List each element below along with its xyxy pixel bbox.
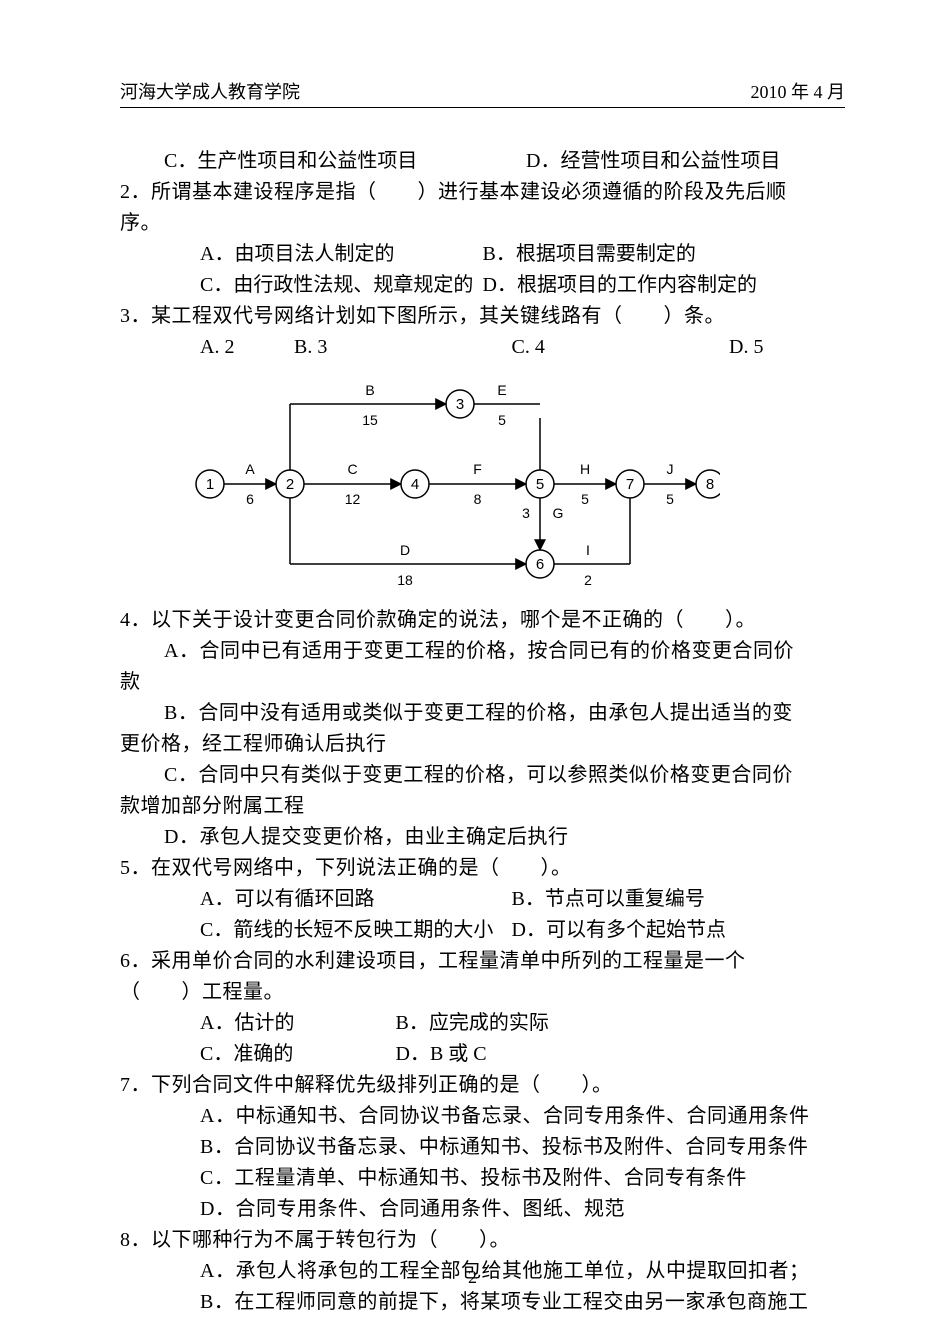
q6-opt-c: C．准确的 [120,1039,396,1070]
q6-opt-a: A．估计的 [120,1008,396,1039]
svg-text:A: A [245,461,255,477]
q2-opt-b: B．根据项目需要制定的 [483,239,696,270]
svg-text:8: 8 [706,476,714,493]
network-svg: A6C12F8H5J5G3B15E5D18I212345678 [180,369,720,599]
svg-text:5: 5 [536,476,544,493]
svg-text:H: H [580,461,590,477]
svg-text:8: 8 [474,491,482,507]
q8-opt-b: B．在工程师同意的前提下，将某项专业工程交由另一家承包商施工 [120,1287,845,1318]
page-number: 2 [0,1267,945,1288]
q6-stem-2: （ ）工程量。 [120,977,845,1008]
q1-opt-c: C．生产性项目和公益性项目 [120,146,526,177]
page: 河海大学成人教育学院 2010 年 4 月 C．生产性项目和公益性项目 D．经营… [0,0,945,1336]
q2-opt-d: D．根据项目的工作内容制定的 [483,270,757,301]
q2-stem-2: 序。 [120,208,845,239]
svg-text:7: 7 [626,476,634,493]
svg-text:E: E [497,382,506,398]
q6-opts-cd: C．准确的 D．B 或 C [120,1039,845,1070]
svg-text:15: 15 [362,412,378,428]
q4-opt-b-2: 更价格，经工程师确认后执行 [120,729,845,760]
svg-text:18: 18 [397,572,413,588]
q2-opt-c: C．由行政性法规、规章规定的 [120,270,483,301]
q2-opts-cd: C．由行政性法规、规章规定的 D．根据项目的工作内容制定的 [120,270,845,301]
svg-text:F: F [473,461,482,477]
svg-text:2: 2 [584,572,592,588]
q1-opt-d: D．经营性项目和公益性项目 [526,146,780,177]
q4-opt-a-1: A．合同中已有适用于变更工程的价格，按合同已有的价格变更合同价 [120,636,845,667]
q7-stem: 7．下列合同文件中解释优先级排列正确的是（ ）。 [120,1070,845,1101]
svg-text:5: 5 [581,491,589,507]
q4-opt-b-1: B．合同中没有适用或类似于变更工程的价格，由承包人提出适当的变 [120,698,845,729]
q6-opt-b: B．应完成的实际 [396,1008,549,1039]
q5-opts-cd: C．箭线的长短不反映工期的大小 D．可以有多个起始节点 [120,915,845,946]
q4-opt-a-2: 款 [120,667,845,698]
svg-text:2: 2 [286,476,294,493]
q2-opt-a: A．由项目法人制定的 [120,239,483,270]
q6-stem-1: 6．采用单价合同的水利建设项目，工程量清单中所列的工程量是一个 [120,946,845,977]
svg-text:6: 6 [536,556,544,573]
svg-text:5: 5 [666,491,674,507]
q5-opts-ab: A．可以有循环回路 B．节点可以重复编号 [120,884,845,915]
q7-opt-a: A．中标通知书、合同协议书备忘录、合同专用条件、合同通用条件 [120,1101,845,1132]
q5-opt-b: B．节点可以重复编号 [512,884,705,915]
svg-text:6: 6 [246,491,254,507]
q3-opt-d: D. 5 [729,332,763,363]
q5-opt-a: A．可以有循环回路 [120,884,512,915]
q7-opt-c: C．工程量清单、中标通知书、投标书及附件、合同专有条件 [120,1163,845,1194]
svg-text:5: 5 [498,412,506,428]
svg-text:1: 1 [206,476,214,493]
svg-text:4: 4 [411,476,419,493]
q3-opt-a: A. 2 [120,332,294,363]
q8-stem: 8．以下哪种行为不属于转包行为（ ）。 [120,1225,845,1256]
q3-opts: A. 2 B. 3 C. 4 D. 5 [120,332,845,363]
q2-stem-1: 2．所谓基本建设程序是指（ ）进行基本建设必须遵循的阶段及先后顺 [120,177,845,208]
q7-opt-b: B．合同协议书备忘录、中标通知书、投标书及附件、合同专用条件 [120,1132,845,1163]
header-right: 2010 年 4 月 [751,78,846,104]
q5-stem: 5．在双代号网络中，下列说法正确的是（ ）。 [120,853,845,884]
header-left: 河海大学成人教育学院 [120,78,300,104]
q4-opt-c-2: 款增加部分附属工程 [120,791,845,822]
q5-opt-d: D．可以有多个起始节点 [512,915,726,946]
svg-text:J: J [667,461,674,477]
svg-text:D: D [400,542,410,558]
q3-stem: 3．某工程双代号网络计划如下图所示，其关键线路有（ ）条。 [120,301,845,332]
q4-opt-d: D．承包人提交变更价格，由业主确定后执行 [120,822,845,853]
q6-opts-ab: A．估计的 B．应完成的实际 [120,1008,845,1039]
svg-text:12: 12 [345,491,361,507]
svg-text:B: B [365,382,374,398]
svg-text:C: C [347,461,357,477]
q2-opts-ab: A．由项目法人制定的 B．根据项目需要制定的 [120,239,845,270]
svg-text:I: I [586,542,590,558]
q7-opt-d: D．合同专用条件、合同通用条件、图纸、规范 [120,1194,845,1225]
q3-opt-c: C. 4 [512,332,730,363]
q4-opt-c-1: C．合同中只有类似于变更工程的价格，可以参照类似价格变更合同价 [120,760,845,791]
q4-stem: 4．以下关于设计变更合同价款确定的说法，哪个是不正确的（ ）。 [120,605,845,636]
svg-text:3: 3 [456,396,464,413]
q1-opts-cd: C．生产性项目和公益性项目 D．经营性项目和公益性项目 [120,146,845,177]
page-header: 河海大学成人教育学院 2010 年 4 月 [120,78,845,108]
svg-text:3: 3 [522,505,530,521]
svg-text:G: G [553,505,564,521]
network-diagram: A6C12F8H5J5G3B15E5D18I212345678 [180,369,845,599]
q3-opt-b: B. 3 [294,332,512,363]
q6-opt-d: D．B 或 C [396,1039,487,1070]
q5-opt-c: C．箭线的长短不反映工期的大小 [120,915,512,946]
